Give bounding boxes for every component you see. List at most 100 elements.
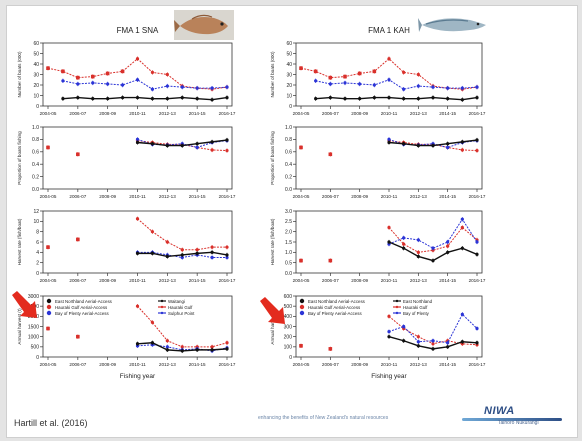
x-tick-label: 2006-07	[69, 362, 86, 367]
x-tick-label: 2016-17	[469, 194, 486, 199]
x-tick-label: 2008-09	[99, 111, 116, 116]
data-point-black	[165, 254, 169, 259]
data-point-red	[120, 69, 125, 74]
data-point-blue	[460, 86, 464, 90]
y-axis-label: Harvest rate (fish/boat)	[17, 218, 22, 265]
data-point-blue	[120, 83, 125, 87]
data-point-black	[431, 259, 435, 263]
x-tick-label: 2016-17	[219, 194, 236, 199]
logo-subtitle: Taihoro Nukurangi	[498, 420, 539, 426]
data-point-blue	[358, 82, 362, 86]
data-point-black	[446, 345, 450, 349]
data-point-red	[328, 152, 333, 157]
legend-marker-dot	[160, 305, 164, 309]
data-point-black	[180, 349, 184, 353]
y-tick-label: 20	[33, 83, 39, 89]
x-tick-label: 2004-05	[40, 278, 57, 283]
x-tick-label: 2012-13	[410, 278, 427, 283]
y-tick-label: 3.0	[285, 209, 292, 215]
data-point-blue	[431, 246, 435, 250]
data-point-blue	[165, 84, 169, 88]
data-point-blue	[475, 240, 479, 244]
niwa-logo: NIWA Taihoro Nukurangi	[462, 404, 562, 430]
y-tick-label: 2.5	[285, 219, 292, 225]
data-point-red	[460, 148, 464, 152]
red-arrow-icon	[260, 297, 285, 324]
data-point-black	[180, 96, 184, 100]
data-point-black	[446, 97, 450, 101]
x-tick-label: 2016-17	[469, 111, 486, 116]
legend-marker-point	[299, 304, 305, 310]
data-point-red	[225, 245, 229, 249]
data-point-blue	[225, 255, 229, 260]
data-point-red	[210, 345, 214, 349]
data-point-blue	[431, 85, 435, 89]
data-point-blue	[387, 78, 391, 82]
x-tick-label: 2008-09	[99, 194, 116, 199]
data-point-red	[299, 344, 303, 348]
data-point-black	[416, 344, 420, 348]
y-tick-label: 50	[33, 51, 39, 57]
data-point-red	[165, 72, 169, 77]
y-tick-label: 1000	[28, 334, 39, 340]
y-tick-label: 0.0	[32, 187, 39, 193]
legend-marker-dot	[395, 299, 399, 303]
data-point-red	[416, 335, 420, 339]
data-point-red	[225, 148, 229, 153]
legend-marker-point	[46, 304, 52, 310]
data-point-red	[165, 339, 169, 343]
data-point-blue	[210, 255, 214, 260]
data-point-black	[387, 140, 391, 145]
y-tick-label: 0.5	[285, 260, 292, 266]
data-point-black	[475, 252, 479, 256]
x-tick-label: 2012-13	[410, 111, 427, 116]
data-point-blue	[91, 81, 95, 85]
data-point-blue	[314, 79, 318, 83]
legend-marker-dot	[160, 311, 164, 315]
x-tick-label: 2004-05	[40, 194, 57, 199]
data-point-black	[210, 348, 214, 352]
y-tick-label: 100	[284, 345, 293, 351]
series-line-red	[300, 58, 478, 90]
x-tick-label: 2014-15	[189, 111, 206, 116]
data-point-black	[225, 347, 229, 351]
data-point-red	[105, 71, 110, 76]
data-point-blue	[61, 79, 65, 83]
y-tick-label: 0.4	[32, 162, 39, 168]
x-tick-label: 2014-15	[439, 194, 456, 199]
y-tick-label: 1.0	[285, 250, 292, 256]
y-tick-label: 2.0	[285, 229, 292, 235]
x-tick-label: 2004-05	[293, 278, 310, 283]
data-point-red	[150, 320, 155, 325]
x-tick-label: 2006-07	[322, 194, 339, 199]
data-point-black	[180, 144, 184, 148]
data-point-black	[328, 96, 332, 100]
data-point-red	[387, 225, 391, 230]
data-point-red	[387, 314, 391, 318]
data-point-red	[180, 248, 184, 252]
x-tick-label: 2016-17	[469, 278, 486, 283]
data-point-red	[46, 245, 50, 249]
data-point-black	[402, 142, 406, 146]
x-tick-label: 2014-15	[439, 362, 456, 367]
chart-title: FMA 1 KAH	[368, 26, 410, 35]
data-point-blue	[402, 324, 406, 329]
data-point-black	[358, 97, 362, 101]
tagline-text: enhancing the benefits of New Zealand's …	[258, 415, 389, 421]
y-tick-label: 2	[36, 260, 39, 266]
data-point-black	[387, 96, 391, 100]
data-point-red	[387, 57, 391, 61]
y-tick-label: 30	[286, 72, 292, 78]
data-point-black	[150, 341, 155, 345]
x-tick-label: 2008-09	[351, 111, 368, 116]
legend-marker-dot	[395, 311, 399, 315]
data-point-black	[431, 144, 435, 148]
data-point-black	[460, 140, 464, 144]
x-tick-label: 2012-13	[410, 194, 427, 199]
data-point-black	[195, 142, 199, 146]
data-point-black	[372, 96, 376, 100]
data-point-blue	[431, 339, 435, 343]
data-point-black	[314, 97, 318, 101]
y-tick-label: 0.2	[32, 174, 39, 180]
